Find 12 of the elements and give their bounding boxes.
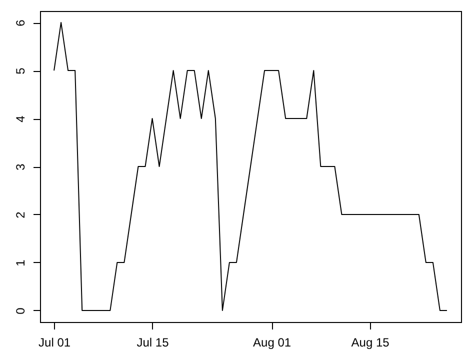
y-tick-label: 5 xyxy=(14,67,28,74)
y-tick-label: 0 xyxy=(14,307,28,314)
y-tick-label: 3 xyxy=(14,163,28,170)
y-tick-label: 1 xyxy=(14,259,28,266)
y-tick-label: 4 xyxy=(14,115,28,122)
y-tick-label: 6 xyxy=(14,19,28,26)
y-tick-label: 2 xyxy=(14,211,28,218)
x-tick-label: Aug 01 xyxy=(253,336,292,350)
x-tick-label: Jul 15 xyxy=(136,336,170,350)
line-series xyxy=(54,22,448,311)
x-tick-label: Jul 01 xyxy=(38,336,71,350)
x-tick-label: Aug 15 xyxy=(351,336,390,350)
